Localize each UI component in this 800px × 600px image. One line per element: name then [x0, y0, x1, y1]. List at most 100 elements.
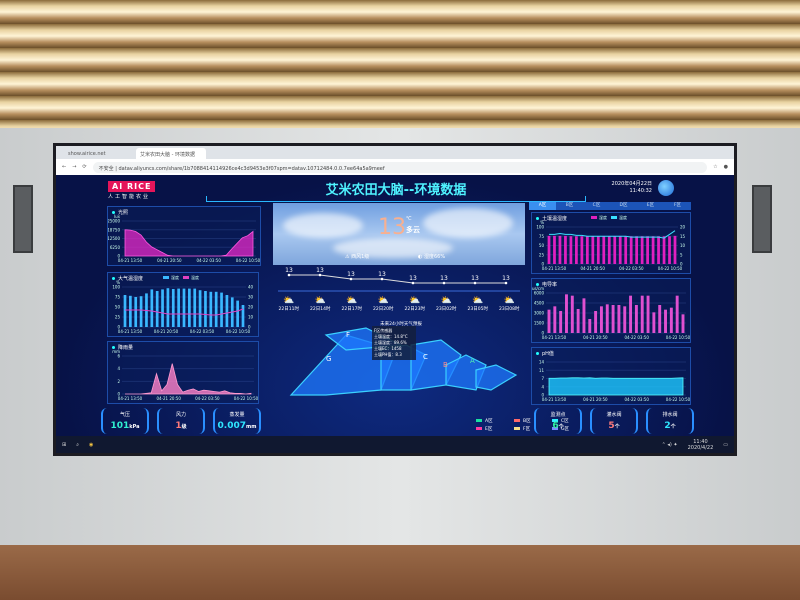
y-right-tick-label: 30 [248, 295, 254, 300]
x-tick-label: 04-22 03:50 [196, 258, 221, 263]
chrome-icon[interactable]: ◉ [89, 441, 94, 448]
browser-tab-active[interactable]: 艾米农田大脑 - 环境数据 [136, 148, 206, 159]
area-series [125, 363, 252, 395]
y-right-tick-label: 15 [680, 234, 686, 239]
y-right-tick-label: 40 [248, 285, 254, 290]
x-tick-label: 04-21 13:50 [118, 258, 143, 263]
time: 11:40:32 [629, 188, 652, 194]
temperature-label: 13 [471, 275, 479, 282]
zone-tab[interactable]: B区 [565, 203, 574, 208]
title-decoration [206, 196, 586, 202]
x-tick-label: 04-22 10:50 [658, 266, 683, 271]
bar [599, 306, 603, 333]
taskbar-time: 11:40 [693, 438, 708, 445]
stat-value: 101kPa [110, 421, 140, 431]
notification-icon[interactable]: ▭ [723, 441, 728, 448]
account-icon[interactable]: ● [723, 164, 728, 170]
y-tick-label: 6000 [534, 291, 545, 296]
y-tick-label: 4500 [534, 301, 545, 306]
logo-subtitle: 人工智能农业 [108, 194, 151, 200]
x-tick-label: 04-22 10:50 [234, 396, 258, 401]
bar [591, 236, 595, 264]
bar [602, 236, 606, 264]
bar [640, 295, 644, 333]
bar [657, 236, 660, 264]
bar [668, 236, 671, 264]
bar [155, 291, 159, 327]
datetime: 2020年04月22日 11:40:32 [612, 181, 652, 195]
start-icon[interactable]: ⊞ [62, 441, 67, 448]
y-tick-label: 75 [115, 295, 121, 300]
x-tick-label: 04-21 20:50 [154, 329, 179, 334]
bookmark-star-icon[interactable]: ☆ [713, 164, 718, 170]
bar [664, 309, 667, 333]
search-icon[interactable]: ⌕ [76, 441, 80, 448]
panel-title: 土壤温湿度 [536, 215, 567, 222]
zone-tab[interactable]: A区 [529, 202, 556, 210]
bar [182, 288, 186, 327]
legend-label: 湿度 [599, 214, 607, 220]
stat-card: 风力 1级 [157, 408, 205, 434]
forecast-hour-label: 23日05时 [467, 307, 488, 312]
bar [613, 236, 617, 264]
y-tick-label: 14 [539, 360, 545, 365]
y-tick-label: 50 [115, 305, 121, 310]
bar [575, 236, 578, 264]
reload-icon[interactable]: ⟳ [82, 164, 87, 170]
x-tick-label: 04-22 03:50 [624, 397, 649, 402]
y-tick-label: 0 [117, 325, 120, 330]
address-bar[interactable]: 不安全 | datav.aliyuncs.com/share/1b7088414… [92, 161, 708, 173]
bar [553, 235, 556, 264]
zone-label-b: B [443, 361, 448, 369]
temperature-point [380, 277, 384, 281]
globe-icon [658, 180, 674, 196]
axis-unit: % [540, 220, 544, 225]
bar [166, 288, 170, 327]
zone-tab[interactable]: D区 [619, 203, 628, 208]
zone-a[interactable] [475, 364, 518, 391]
forward-icon[interactable]: → [72, 164, 77, 170]
forecast-hours: ⛅ 22日11时 ⛅ 22日14时 ⛅ 22日17时 ⛅ 22日20时 ⛅ 22日23时 ⛅ 23日0… [273, 296, 525, 312]
legend-item: B区 [514, 418, 552, 424]
legend-item: G区 [552, 426, 590, 432]
page-title: 艾米农田大脑--环境数据 [325, 183, 467, 198]
humidity-text: 湿度66% [423, 254, 446, 260]
bar [209, 291, 213, 327]
bar [139, 296, 143, 327]
zone-tab[interactable]: E区 [646, 203, 655, 208]
tooltip-title: F区传感器 [374, 328, 393, 333]
bar [547, 235, 551, 264]
forecast-hour-label: 23日02时 [436, 307, 457, 312]
forecast-hour: ⛅ 22日23时 [405, 296, 425, 312]
y-right-tick-label: 10 [248, 315, 254, 320]
bar [188, 288, 191, 327]
zone-tab[interactable]: C区 [592, 203, 601, 208]
partly-cloudy-icon: ⛅ [503, 296, 515, 306]
temperature-label: 13 [347, 271, 355, 278]
temperature-label: 13 [502, 275, 510, 282]
tooltip-line: 土壤PH值：8.3 [374, 352, 402, 357]
zone-tab[interactable]: F区 [673, 203, 682, 208]
zone-tabs: A区 B区 C区 D区 E区 F区 [529, 202, 691, 210]
y-tick-label: 0 [117, 254, 120, 259]
bar [558, 235, 562, 264]
forecast-temperature-line: 13 13 13 13 13 13 13 13 [278, 267, 520, 292]
bar [681, 314, 685, 333]
x-tick-label: 04-22 03:50 [619, 266, 644, 271]
bar [617, 305, 621, 333]
temperature-line [289, 274, 506, 284]
bar [559, 311, 563, 333]
y-tick-label: 4 [117, 366, 120, 371]
temperature-label: 13 [409, 275, 417, 282]
y-tick-label: 75 [539, 234, 545, 239]
axis-unit: % [116, 280, 120, 285]
browser-tab[interactable]: show.airice.net [64, 148, 134, 159]
tray-icons[interactable]: ⌃ ◂) ✦ [661, 441, 678, 448]
back-icon[interactable]: ← [62, 164, 67, 170]
bar [624, 236, 628, 264]
forecast-hour: ⛅ 23日08时 [499, 296, 519, 312]
conductivity-panel: 电导率 6000 4500 3000 1500 0 04-21 13:50 04-21 20:… [531, 278, 691, 343]
y-tick-label: 100 [112, 285, 120, 290]
bar [241, 305, 245, 327]
forecast-hour: ⛅ 23日05时 [468, 296, 488, 312]
